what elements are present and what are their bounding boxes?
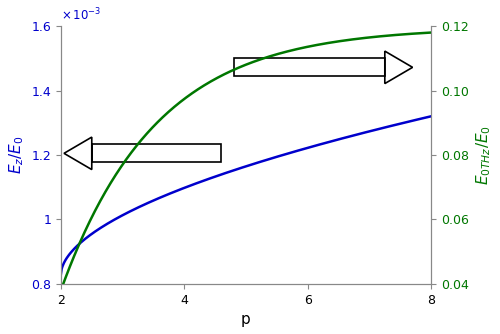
Text: $\times\,10^{-3}$: $\times\,10^{-3}$ [61,7,101,23]
X-axis label: p: p [241,312,251,327]
Bar [234,58,385,76]
Polygon shape [64,137,92,170]
Y-axis label: $E_z/E_0$: $E_z/E_0$ [7,136,26,174]
Bar [92,144,222,162]
Y-axis label: $E_{0THz}/E_0$: $E_{0THz}/E_0$ [474,125,493,185]
Polygon shape [385,51,412,84]
